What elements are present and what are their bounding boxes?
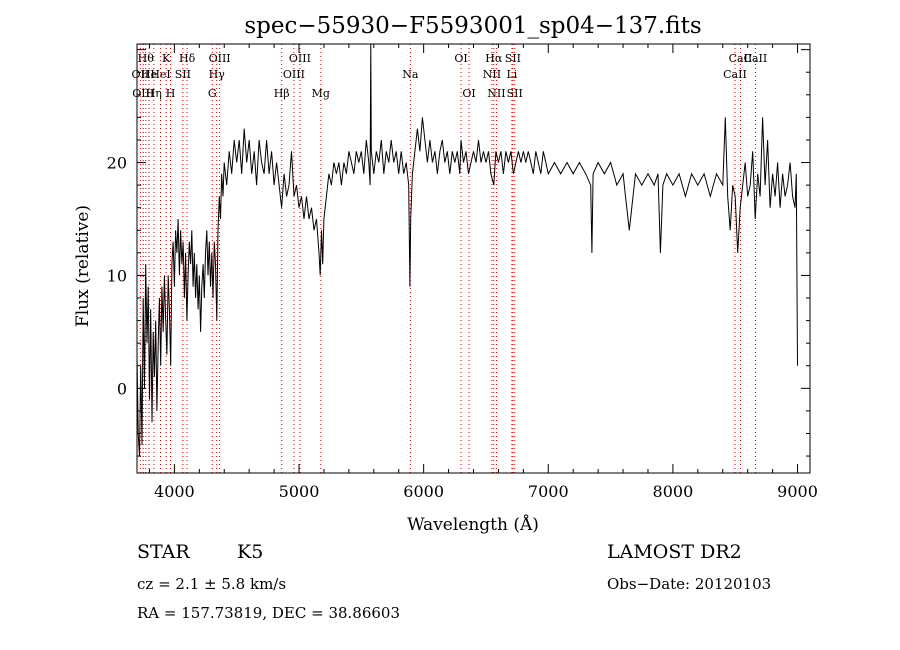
plot-frame <box>136 43 811 474</box>
survey-name: LAMOST DR2 <box>607 541 742 563</box>
y-axis-ticks: 0 10 20 <box>107 49 810 457</box>
x-tick-label: 8000 <box>653 482 694 501</box>
spectral-line-label: K <box>162 52 171 65</box>
spectral-line-label: CaII <box>723 68 747 81</box>
spectral-line-label: OIII <box>289 52 311 65</box>
spectral-line-label: OIII <box>132 87 154 100</box>
y-axis-label: Flux (relative) <box>73 205 93 327</box>
spectral-line-label: Li <box>506 68 517 81</box>
spectral-line-label: OIII <box>283 68 305 81</box>
obs-date-text: Obs−Date: 20120103 <box>607 575 772 593</box>
x-axis-label: Wavelength (Å) <box>407 514 539 535</box>
spectral-line-label: OII <box>132 68 150 81</box>
spectral-line-label: Hδ <box>179 52 196 65</box>
spectral-line-label: Hβ <box>274 87 290 100</box>
object-class: STAR <box>137 541 190 563</box>
spectral-line-label: SII <box>175 68 191 81</box>
emission-line-labels: OII OIII Hθ He Hη HeI K H SII Hδ G Hγ OIII Hβ OIII OIII… <box>132 52 768 100</box>
spectral-line-label: OI <box>454 52 467 65</box>
y-tick-label: 20 <box>107 154 127 173</box>
spectral-line-label: Na <box>402 68 419 81</box>
y-tick-label: 10 <box>107 266 127 285</box>
chart-title: spec−55930−F5593001_sp04−137.fits <box>244 13 701 39</box>
spectral-line-label: NII <box>483 68 501 81</box>
x-tick-label: 7000 <box>528 482 569 501</box>
spectral-line-label: OI <box>462 87 475 100</box>
redshift-text: cz = 2.1 ± 5.8 km/s <box>137 575 287 593</box>
spectral-line-label: Hη <box>146 87 162 100</box>
spectral-line-label: CaII <box>744 52 768 65</box>
coordinates-text: RA = 157.73819, DEC = 38.86603 <box>137 604 401 622</box>
spectral-line-label: Hθ <box>138 52 155 65</box>
y-tick-label: 0 <box>117 379 127 398</box>
spectrum-line <box>136 43 798 457</box>
x-tick-label: 6000 <box>403 482 444 501</box>
spectral-line-label: Mg <box>312 87 330 100</box>
spectral-line-label: He <box>141 68 157 81</box>
spectral-line-label: H <box>166 87 176 100</box>
spectral-line-label: OIII <box>209 52 231 65</box>
spectral-line-label: NII <box>487 87 505 100</box>
spectral-line-label: SII <box>505 52 521 65</box>
x-tick-label: 5000 <box>279 482 320 501</box>
spectral-line-label: HeI <box>150 68 170 81</box>
emission-lines-layer <box>139 44 756 473</box>
spectral-line-label: Hγ <box>209 68 226 81</box>
x-tick-label: 4000 <box>154 482 195 501</box>
spectral-line-label: CaII <box>729 52 753 65</box>
spectral-line-label: Hα <box>485 52 503 65</box>
spectral-line-label: SII <box>507 87 523 100</box>
x-axis-ticks: 4000 5000 6000 7000 8000 9000 <box>148 44 818 501</box>
spectral-subclass: K5 <box>237 541 264 563</box>
x-tick-label: 9000 <box>777 482 818 501</box>
spectral-line-label: G <box>208 87 217 100</box>
